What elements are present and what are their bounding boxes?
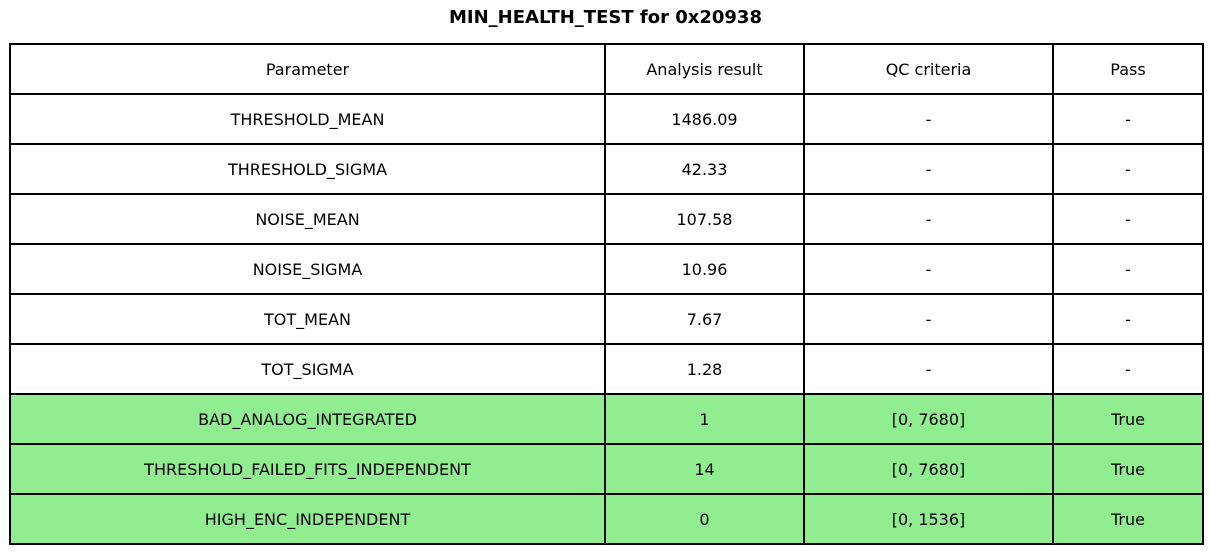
table-row: NOISE_SIGMA 10.96- - xyxy=(9,243,1204,295)
table-cell-analysis-result: 1.28 xyxy=(604,343,805,395)
table-cell-analysis-result: 1486.09 xyxy=(604,93,805,145)
column-header-pass: Pass xyxy=(1052,43,1204,95)
table-row: BAD_ANALOG_INTEGRATED 1 [0, 7680] True xyxy=(9,393,1204,445)
table-cell-pass: True xyxy=(1052,443,1204,495)
table-row: HIGH_ENC_INDEPENDENT 0 [0, 1536] True xyxy=(9,493,1204,545)
table-cell-qc-criteria: - xyxy=(803,343,1054,395)
table-cell-qc-criteria: [0, 7680] xyxy=(803,443,1054,495)
table-row: NOISE_MEAN 107.58- - xyxy=(9,193,1204,245)
table-body: THRESHOLD_MEAN 1486.09- - THRESHOLD_SIGMA 42… xyxy=(9,93,1204,545)
table-header-row: Parameter Analysis result QC criteria Pass xyxy=(9,43,1204,95)
table-cell-qc-criteria: - xyxy=(803,293,1054,345)
table-row: THRESHOLD_SIGMA 42.33- - xyxy=(9,143,1204,195)
table-cell-analysis-result: 7.67 xyxy=(604,293,805,345)
column-header-parameter: Parameter xyxy=(9,43,606,95)
table-cell-qc-criteria: - xyxy=(803,93,1054,145)
table-cell-parameter: THRESHOLD_MEAN xyxy=(9,93,606,145)
table-cell-parameter: NOISE_SIGMA xyxy=(9,243,606,295)
column-header-qc-criteria: QC criteria xyxy=(803,43,1054,95)
table-cell-pass: - xyxy=(1052,243,1204,295)
table-cell-pass: - xyxy=(1052,93,1204,145)
table-cell-parameter: NOISE_MEAN xyxy=(9,193,606,245)
figure-title: MIN_HEALTH_TEST for 0x20938 xyxy=(449,7,762,28)
table-cell-pass: - xyxy=(1052,343,1204,395)
table-cell-pass: - xyxy=(1052,143,1204,195)
table-cell-qc-criteria: - xyxy=(803,243,1054,295)
table-row: TOT_SIGMA 1.28- - xyxy=(9,343,1204,395)
table-cell-parameter: TOT_SIGMA xyxy=(9,343,606,395)
qc-results-table: Parameter Analysis result QC criteria Pass … xyxy=(9,43,1204,545)
table-cell-pass: - xyxy=(1052,293,1204,345)
table-cell-qc-criteria: - xyxy=(803,143,1054,195)
table-cell-analysis-result: 10.96 xyxy=(604,243,805,295)
table-cell-parameter: BAD_ANALOG_INTEGRATED xyxy=(9,393,606,445)
table-cell-parameter: HIGH_ENC_INDEPENDENT xyxy=(9,493,606,545)
table-cell-analysis-result: 0 xyxy=(604,493,805,545)
table-row: TOT_MEAN 7.67- - xyxy=(9,293,1204,345)
table-cell-parameter: TOT_MEAN xyxy=(9,293,606,345)
table-row: THRESHOLD_FAILED_FITS_INDEPENDENT 14 [0, 7… xyxy=(9,443,1204,495)
table-row: THRESHOLD_MEAN 1486.09- - xyxy=(9,93,1204,145)
table-cell-analysis-result: 1 xyxy=(604,393,805,445)
table-cell-pass: - xyxy=(1052,193,1204,245)
column-header-analysis-result: Analysis result xyxy=(604,43,805,95)
table-cell-analysis-result: 107.58 xyxy=(604,193,805,245)
table-cell-parameter: THRESHOLD_SIGMA xyxy=(9,143,606,195)
table-cell-qc-criteria: - xyxy=(803,193,1054,245)
table-cell-parameter: THRESHOLD_FAILED_FITS_INDEPENDENT xyxy=(9,443,606,495)
table-cell-qc-criteria: [0, 1536] xyxy=(803,493,1054,545)
table-cell-pass: True xyxy=(1052,493,1204,545)
table-cell-analysis-result: 14 xyxy=(604,443,805,495)
table-cell-analysis-result: 42.33 xyxy=(604,143,805,195)
table-cell-qc-criteria: [0, 7680] xyxy=(803,393,1054,445)
table-cell-pass: True xyxy=(1052,393,1204,445)
